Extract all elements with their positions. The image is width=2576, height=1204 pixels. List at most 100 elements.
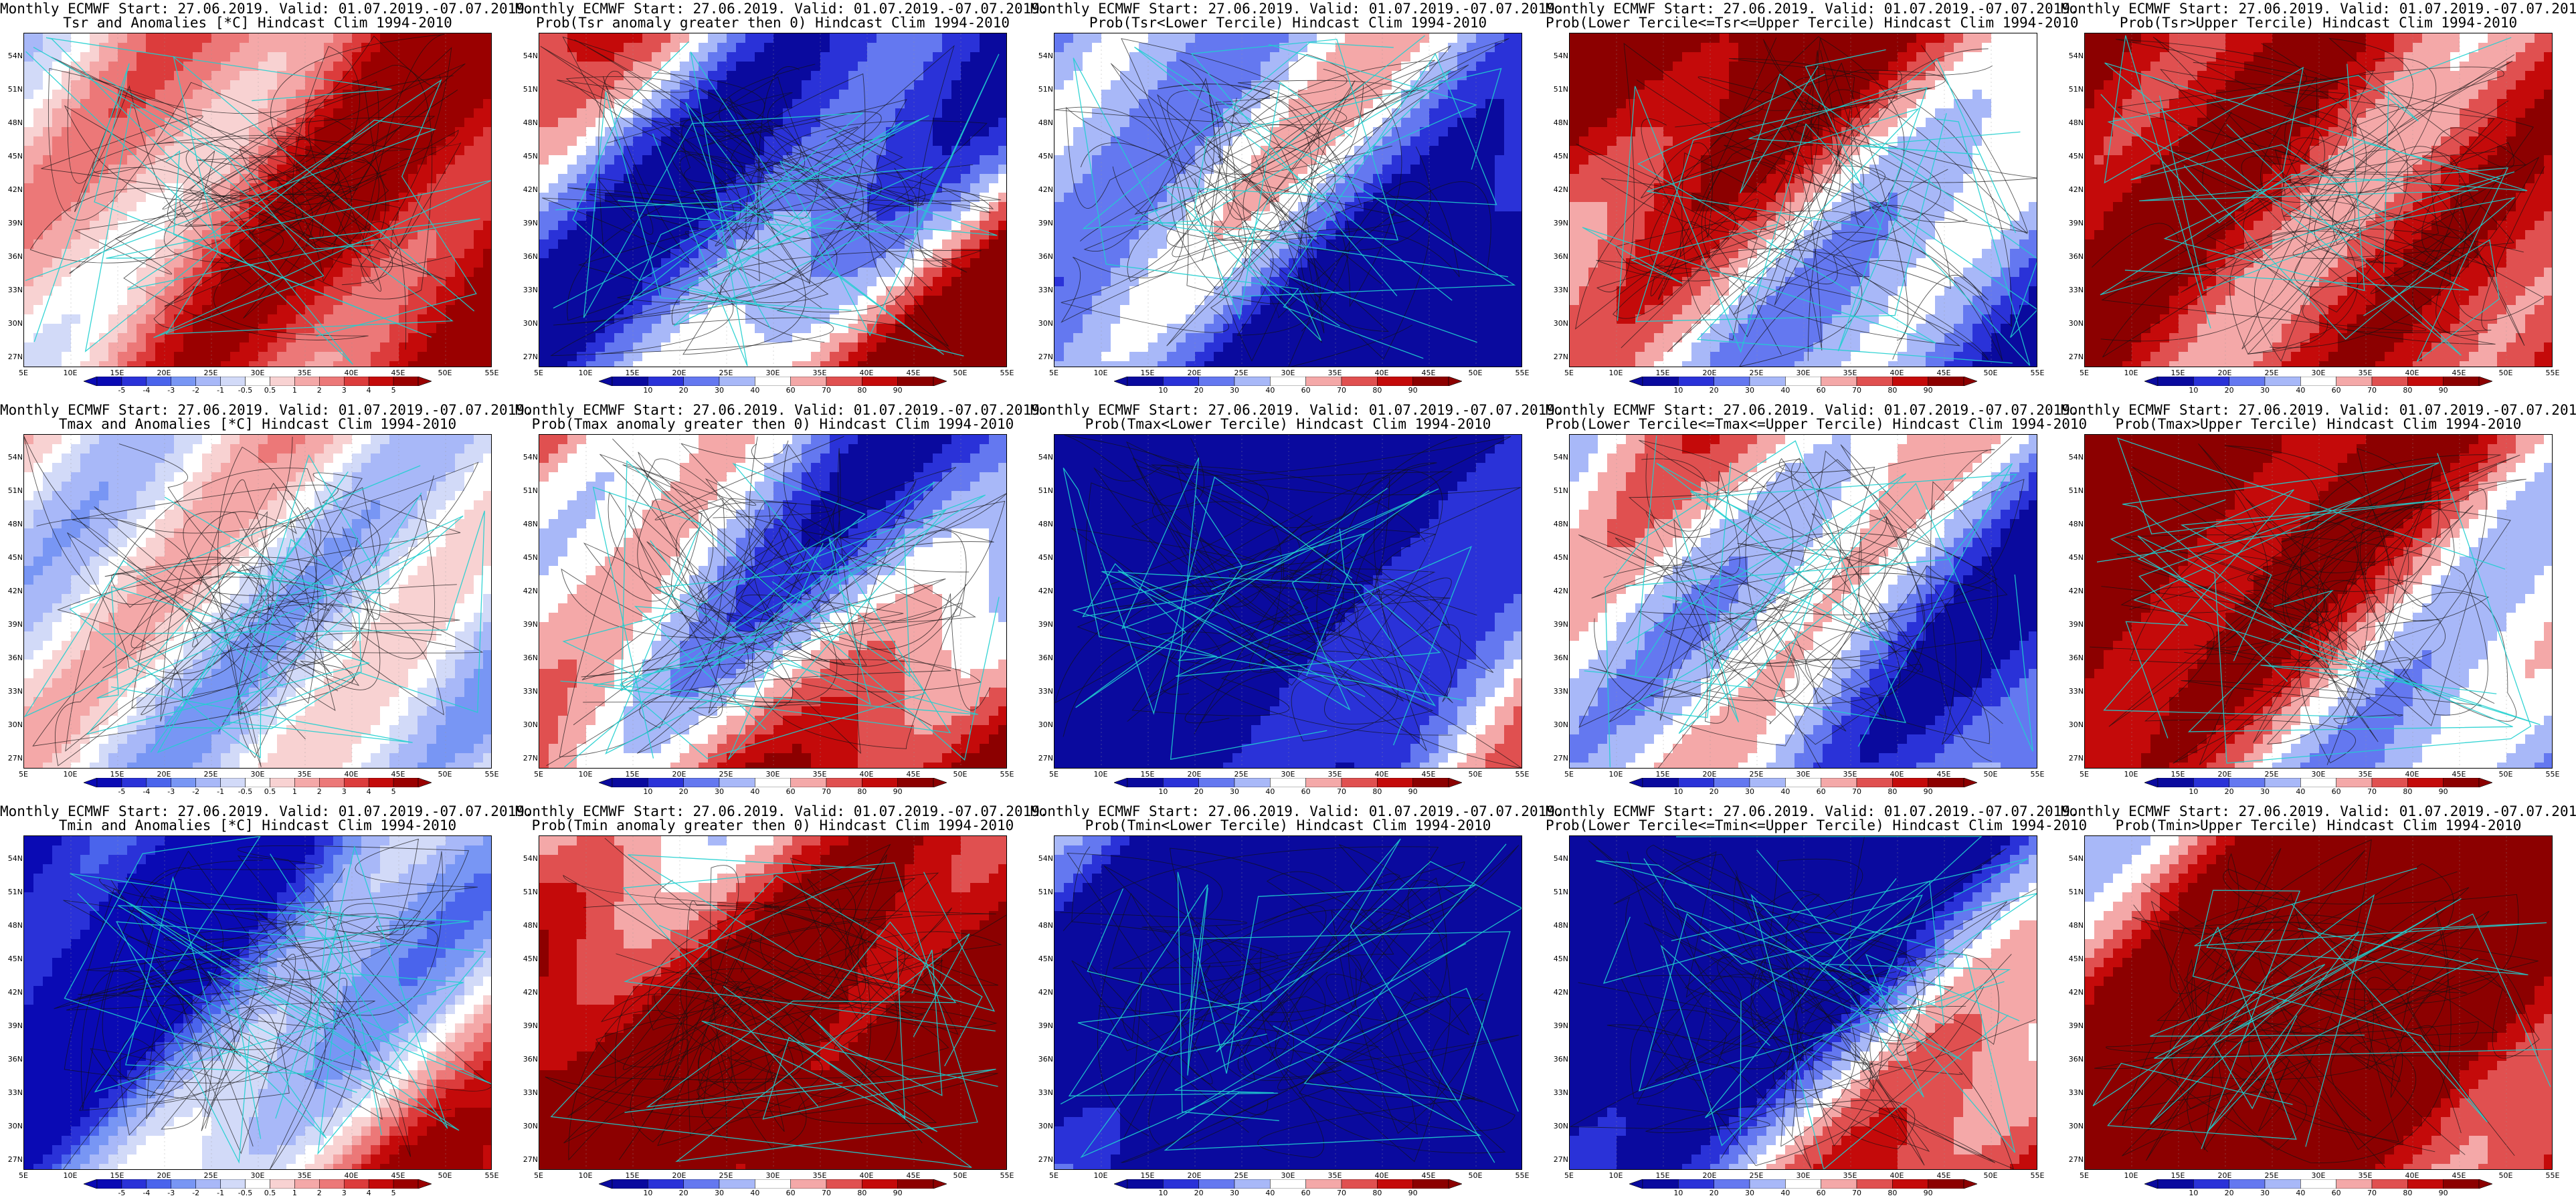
- heatmap-cell: [71, 361, 81, 367]
- heatmap-cell: [549, 314, 559, 324]
- heatmap-cell: [708, 99, 718, 109]
- heatmap-cell: [764, 146, 774, 156]
- heatmap-cell: [877, 127, 887, 137]
- heatmap-cell: [118, 361, 128, 367]
- heatmap-cell: [802, 239, 812, 249]
- heatmap-cell: [446, 127, 456, 137]
- heatmap-cell: [118, 221, 128, 231]
- heatmap-cell: [483, 43, 491, 53]
- heatmap-cell: [240, 342, 250, 353]
- heatmap-cell: [268, 296, 278, 306]
- colorbar-label: 4: [359, 386, 379, 395]
- heatmap-cell: [708, 108, 718, 118]
- heatmap-cell: [174, 296, 184, 306]
- heatmap-cell: [961, 221, 971, 231]
- heatmap-cell: [230, 333, 240, 343]
- heatmap-cell: [867, 221, 877, 231]
- heatmap-cell: [62, 43, 72, 53]
- heatmap-cell: [642, 108, 652, 118]
- heatmap-cell: [877, 268, 887, 278]
- heatmap-cell: [1092, 33, 1102, 43]
- heatmap-cell: [24, 43, 34, 53]
- heatmap-cell: [970, 52, 980, 62]
- heatmap-cell: [1401, 174, 1411, 184]
- heatmap-cell: [118, 155, 128, 165]
- heatmap-cell: [474, 136, 484, 146]
- lat-tick-label: 51N: [519, 85, 538, 94]
- heatmap-cell: [464, 324, 474, 334]
- heatmap-cell: [1064, 43, 1074, 53]
- heatmap-cell: [1485, 33, 1495, 43]
- heatmap-cell: [324, 33, 334, 43]
- heatmap-cell: [558, 230, 568, 240]
- heatmap-cell: [399, 352, 409, 362]
- heatmap-cell: [1392, 146, 1402, 156]
- heatmap-cell: [1373, 258, 1383, 268]
- heatmap-cell: [399, 286, 409, 296]
- heatmap-cell: [1129, 127, 1139, 137]
- heatmap-cell: [24, 230, 34, 240]
- heatmap-cell: [52, 193, 62, 203]
- heatmap-cell: [268, 239, 278, 249]
- contour-line: [74, 75, 459, 275]
- colorbar-swatch: [683, 376, 720, 387]
- heatmap-cell: [1354, 80, 1364, 90]
- heatmap-cell: [427, 361, 437, 367]
- heatmap-cell: [1223, 258, 1233, 268]
- heatmap-cell: [1232, 230, 1243, 240]
- heatmap-cell: [1392, 127, 1402, 137]
- heatmap-cell: [62, 314, 72, 324]
- heatmap-cell: [830, 249, 840, 259]
- heatmap-cell: [43, 146, 53, 156]
- heatmap-cell: [389, 286, 399, 296]
- heatmap-cell: [127, 324, 137, 334]
- heatmap-cell: [380, 314, 390, 324]
- heatmap-cell: [202, 33, 212, 43]
- heatmap-cell: [1448, 193, 1458, 203]
- heatmap-cell: [1504, 221, 1514, 231]
- heatmap-cell: [998, 62, 1006, 72]
- heatmap-cell: [1232, 33, 1243, 43]
- heatmap-cell: [1336, 80, 1346, 90]
- heatmap-cell: [783, 314, 793, 324]
- heatmap-cell: [1054, 52, 1065, 62]
- heatmap-cell: [998, 165, 1006, 175]
- heatmap-cell: [90, 230, 100, 240]
- heatmap-cell: [24, 305, 34, 315]
- heatmap-cell: [333, 361, 343, 367]
- heatmap-cell: [764, 71, 774, 81]
- heatmap-cell: [577, 258, 587, 268]
- heatmap-cell: [886, 361, 896, 367]
- heatmap-cell: [136, 268, 147, 278]
- heatmap-cell: [483, 239, 491, 249]
- heatmap-cell: [418, 90, 428, 100]
- heatmap-cell: [361, 33, 371, 43]
- heatmap-cell: [146, 165, 156, 175]
- heatmap-cell: [998, 352, 1006, 362]
- heatmap-cell: [52, 165, 62, 175]
- heatmap-cell: [240, 118, 250, 128]
- heatmap-cell: [745, 99, 755, 109]
- heatmap-cell: [127, 71, 137, 81]
- heatmap-cell: [577, 80, 587, 90]
- heatmap-cell: [792, 342, 802, 353]
- heatmap-cell: [642, 352, 652, 362]
- heatmap-cell: [324, 52, 334, 62]
- heatmap-cell: [820, 352, 830, 362]
- heatmap-cell: [455, 296, 465, 306]
- heatmap-cell: [286, 211, 296, 221]
- heatmap-cell: [118, 324, 128, 334]
- heatmap-cell: [483, 296, 491, 306]
- heatmap-cell: [549, 277, 559, 287]
- heatmap-cell: [352, 90, 362, 100]
- heatmap-cell: [1410, 221, 1420, 231]
- heatmap-cell: [961, 314, 971, 324]
- heatmap-cell: [764, 90, 774, 100]
- heatmap-cell: [661, 155, 671, 165]
- heatmap-cell: [989, 361, 999, 367]
- heatmap-cell: [258, 146, 268, 156]
- heatmap-cell: [71, 90, 81, 100]
- heatmap-cell: [755, 183, 765, 193]
- heatmap-cell: [230, 239, 240, 249]
- heatmap-cell: [661, 239, 671, 249]
